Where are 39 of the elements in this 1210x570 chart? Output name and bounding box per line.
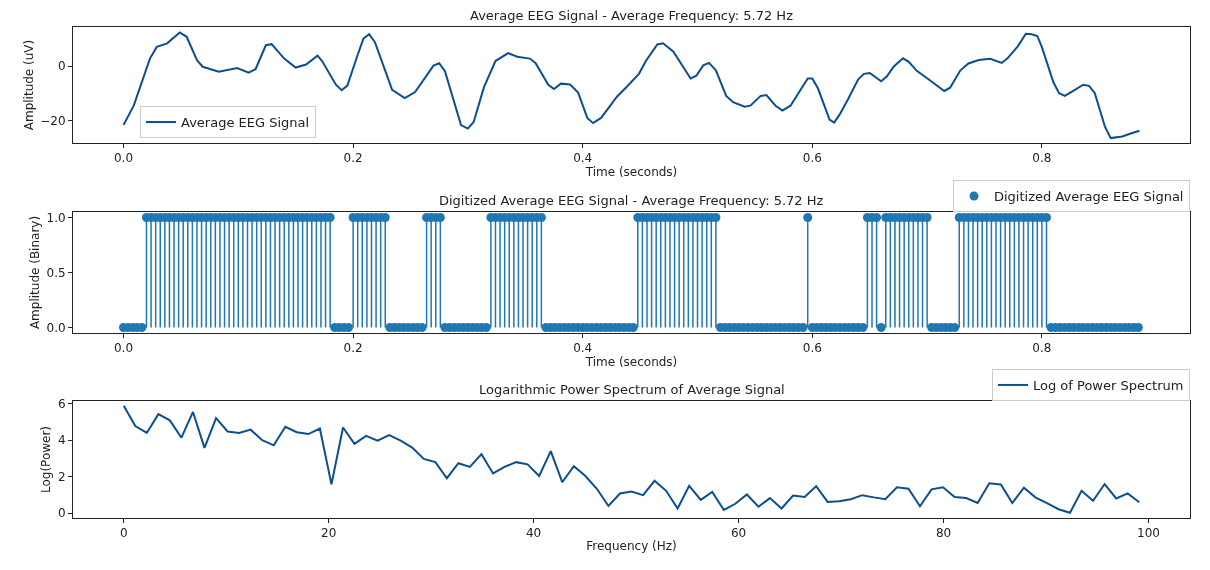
x-axis-title: Time (seconds) <box>584 355 678 370</box>
x-tick-label: 40 <box>525 526 542 541</box>
x-tick-label: 0.2 <box>343 151 363 166</box>
x-tick-label: 0.4 <box>573 151 593 166</box>
x-tick-label: 0.8 <box>1032 341 1052 356</box>
x-tick-label: 0.6 <box>802 151 822 166</box>
chart-title: Average EEG Signal - Average Frequency: 5.72 Hz <box>470 8 794 23</box>
x-tick-label: 0.4 <box>573 341 593 356</box>
y-tick-label: 0 <box>57 59 66 74</box>
x-tick-label: 80 <box>935 526 952 541</box>
x-tick-label: 100 <box>1137 526 1160 541</box>
chart-title: Logarithmic Power Spectrum of Average Signal <box>479 382 785 397</box>
y-axis-title: Amplitude (Binary) <box>27 215 42 330</box>
y-tick-label: 2 <box>57 469 66 484</box>
x-tick-label: 0.6 <box>802 341 822 356</box>
y-tick-label: 6 <box>57 396 66 411</box>
x-tick-label: 60 <box>730 526 747 541</box>
y-tick-label: 1.0 <box>46 210 66 225</box>
y-tick-label: 0.5 <box>46 265 66 280</box>
x-tick-label: 20 <box>321 526 337 541</box>
x-tick-label: 0.0 <box>113 341 134 356</box>
x-tick-label: 0.0 <box>113 151 134 166</box>
x-tick-label: 0.2 <box>343 341 363 356</box>
y-tick-label: 0 <box>57 506 66 521</box>
y-tick-label: 0.0 <box>46 320 66 335</box>
legend-label: Average EEG Signal <box>181 115 310 131</box>
x-tick-label: 0 <box>119 526 128 541</box>
legend-label: Log of Power Spectrum <box>1033 378 1184 394</box>
y-tick-label: −20 <box>40 113 66 128</box>
x-tick-label: 0.8 <box>1032 151 1052 166</box>
x-axis-title: Frequency (Hz) <box>586 539 677 554</box>
x-axis-title: Time (seconds) <box>584 165 678 180</box>
line-series <box>122 404 1141 514</box>
y-tick-label: 4 <box>57 433 66 448</box>
y-axis-title: Amplitude (uV) <box>21 39 36 131</box>
y-axis-title: Log(Power) <box>39 425 54 494</box>
legend-label: Digitized Average EEG Signal <box>994 189 1184 205</box>
line-series <box>122 31 1141 140</box>
chart-title: Digitized Average EEG Signal - Average Frequency: 5.72 Hz <box>439 193 824 208</box>
